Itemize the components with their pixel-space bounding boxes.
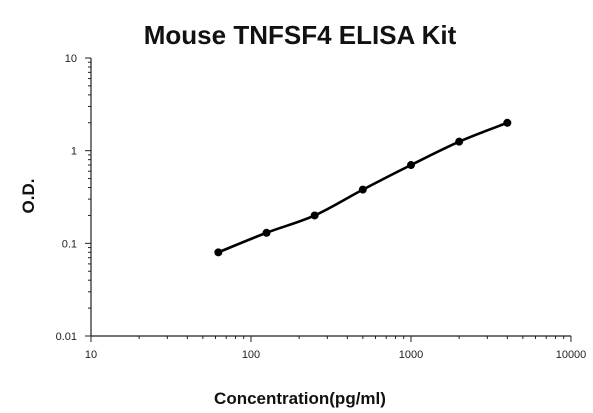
x-axis-label: Concentration(pg/ml) (214, 389, 386, 408)
x-tick-label: 1000 (399, 349, 423, 361)
y-tick-label: 10 (65, 53, 77, 65)
y-tick-label: 1 (71, 146, 77, 158)
data-point (455, 137, 464, 146)
chart-title: Mouse TNFSF4 ELISA Kit (144, 20, 457, 50)
chart-marks: 10 100 1000 10000 0.01 0.1 1 10 (56, 53, 587, 361)
data-point (214, 248, 223, 257)
data-point (503, 118, 512, 127)
data-point (407, 161, 415, 170)
y-tick-label: 0.01 (56, 331, 77, 343)
x-tick-label: 10000 (556, 349, 587, 361)
data-point (310, 211, 319, 220)
data-point (262, 228, 271, 237)
x-tick-label: 10 (85, 349, 97, 361)
y-axis-label: O.D. (19, 179, 38, 214)
x-tick-label: 100 (242, 349, 260, 361)
data-point (358, 185, 367, 194)
y-tick-label: 0.1 (62, 238, 77, 250)
